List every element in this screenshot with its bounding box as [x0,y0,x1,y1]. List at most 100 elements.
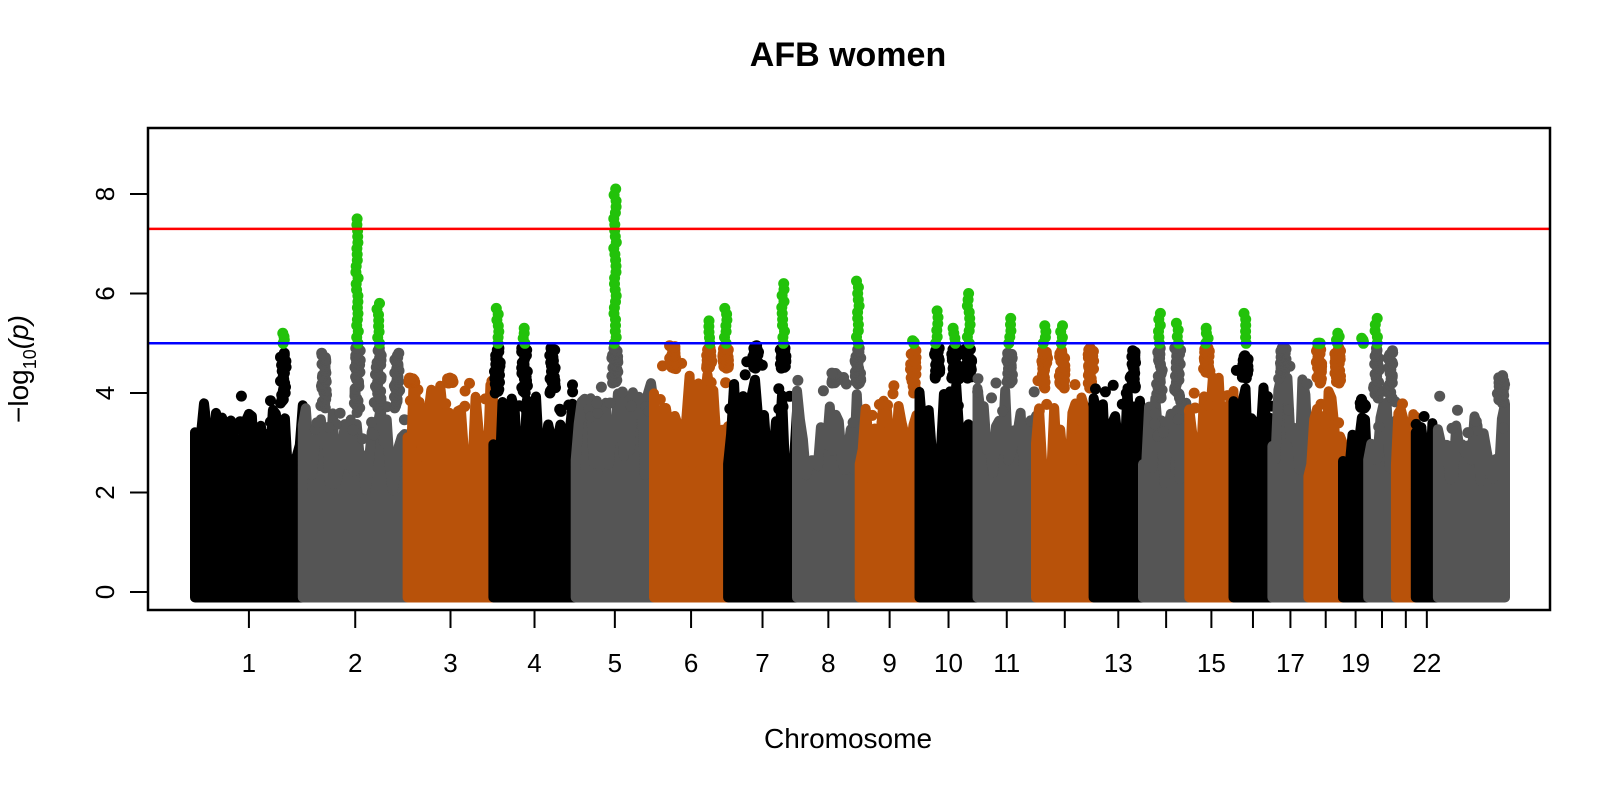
snp-point [444,372,456,384]
x-tick-label: 19 [1341,648,1370,678]
snp-point [1418,411,1430,422]
snp-point [1452,404,1463,416]
threshold-lines [148,227,1550,345]
snp-point [1470,415,1482,427]
x-tick-label: 17 [1276,648,1305,678]
significant-snp-point [1356,332,1368,344]
snp-point [393,347,405,359]
snp-point [972,373,984,385]
significant-snp-point [374,297,385,309]
snp-point [616,386,628,398]
chromosome-8-points [792,275,867,603]
x-tick-label: 22 [1412,648,1441,678]
snp-point [1301,378,1313,390]
snp-point [261,429,273,440]
snp-point [658,403,670,414]
chromosome-16-points [1228,307,1278,603]
snp-point [997,405,1009,417]
x-tick-label: 2 [348,648,362,678]
snp-point [1497,370,1508,382]
snp-point [519,403,531,415]
snp-point [1283,404,1295,416]
chart-title: AFB women [750,36,946,74]
snp-point [247,420,259,432]
significant-snp-point [931,305,943,317]
chromosome-1-points [190,327,308,603]
snp-point [1090,383,1101,395]
snp-point [1172,413,1184,425]
x-tick-label: 9 [882,648,896,678]
snp-point [404,372,415,384]
snp-point [311,417,323,429]
snp-point [1188,387,1200,399]
significant-snp-point [1057,320,1068,332]
snp-point [840,378,852,390]
snp-point [1127,345,1139,357]
x-tick-label: 13 [1104,648,1133,678]
chromosome-12-band [1031,392,1099,603]
snp-point [777,401,789,413]
snp-point [882,399,893,411]
snp-point [739,369,751,381]
snp-point [479,393,491,405]
significant-snp-point [351,213,363,225]
snp-point [1099,386,1111,398]
snp-point [876,417,888,429]
snp-point [1415,422,1427,434]
snp-point [234,416,246,428]
snp-point [368,429,380,441]
significant-snp-point [907,335,919,347]
snp-point [264,416,276,428]
significant-snp-point [1371,312,1383,324]
x-tick-label: 3 [443,648,457,678]
x-tick-label: 5 [608,648,622,678]
snp-point [1333,417,1345,429]
snp-point [657,360,668,372]
y-tick-label: 0 [90,585,120,599]
snp-point [1067,422,1079,434]
snp-point [1149,418,1161,430]
y-tick-label: 4 [90,386,120,400]
y-tick-label: 6 [90,286,120,300]
snp-point [1028,386,1040,398]
chromosome-17-band [1267,371,1314,603]
snp-point [792,374,804,386]
chromosome-7-band [723,374,802,603]
snp-point [1397,398,1408,410]
snp-point [847,417,859,428]
x-tick-label: 11 [993,648,1020,678]
snp-point [1033,405,1045,417]
x-tick-label: 15 [1197,648,1226,678]
significant-snp-point [1039,320,1051,332]
significant-snp-point [1154,307,1166,319]
y-axis-label: −log10(p) [3,315,40,423]
chromosome-6-points [649,302,734,603]
snp-point [873,399,885,410]
snp-point [887,388,899,400]
x-axis: 1 2 3 4 5 6 7 8 9 10 11 13 15 17 19 22 [242,610,1441,678]
x-tick-label: 4 [527,648,541,678]
snp-point [817,385,829,397]
snp-point [1276,342,1288,354]
chromosome-23-band [1432,399,1510,603]
data-points [190,183,1511,603]
snp-point [366,416,378,428]
snp-point [591,397,603,409]
snp-point [334,407,346,419]
snp-point [941,411,953,423]
snp-point [404,395,416,407]
snp-point [487,411,499,423]
significant-snp-point [703,315,715,327]
snp-point [1041,398,1053,410]
snp-point [316,347,328,359]
snp-point [1158,426,1169,438]
snp-point [278,347,290,359]
chromosome-4-band [488,391,581,603]
snp-point [751,340,763,352]
snp-point [1107,379,1119,391]
significant-snp-point [490,302,502,314]
snp-point [235,390,247,402]
y-axis-label-prefix: −log [3,369,34,423]
snp-point [1203,400,1215,411]
snp-point [1069,379,1081,391]
